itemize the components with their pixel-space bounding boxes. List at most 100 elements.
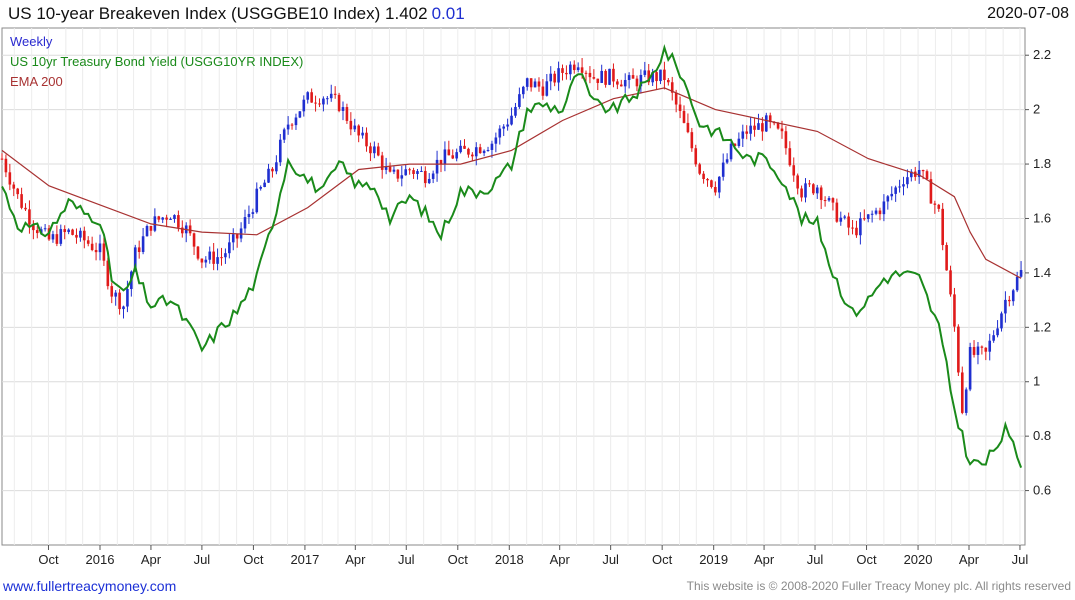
candle-body: [467, 148, 470, 155]
candle-body: [572, 64, 576, 71]
candle-body: [102, 243, 106, 261]
candle-body: [569, 64, 572, 75]
candle-body: [827, 198, 831, 201]
candle-body: [663, 69, 666, 81]
candle-body: [588, 72, 592, 78]
candle-body: [953, 294, 956, 327]
candle-body: [208, 251, 212, 260]
candle-body: [921, 169, 925, 172]
candle-body: [333, 93, 337, 95]
candle-body: [902, 184, 905, 187]
y-tick-label: 1: [1033, 374, 1040, 389]
y-tick-label: 2.2: [1033, 47, 1051, 62]
candle-body: [553, 73, 556, 83]
legend-yield: US 10yr Treasury Bond Yield (USGG10YR IN…: [10, 54, 304, 69]
candle-body: [416, 171, 419, 174]
candle-body: [855, 227, 858, 236]
candle-body: [75, 234, 78, 238]
candle-body: [322, 98, 325, 105]
candle-body: [341, 107, 345, 111]
candle-body: [557, 68, 560, 83]
candle-body: [271, 168, 274, 172]
website-link[interactable]: www.fullertreacymoney.com: [3, 578, 177, 594]
candle-body: [925, 171, 929, 180]
candle-body: [521, 86, 525, 95]
candle-body: [725, 159, 729, 163]
legend-ema: EMA 200: [10, 74, 63, 89]
candle-body: [957, 326, 960, 373]
x-tick-label: Apr: [959, 552, 980, 567]
candle-body: [86, 240, 90, 244]
candle-body: [600, 70, 603, 83]
candle-body: [996, 328, 999, 336]
x-tick-label: 2016: [86, 552, 115, 567]
candle-body: [471, 154, 474, 157]
candle-body: [126, 289, 129, 307]
candle-body: [43, 228, 47, 230]
candle-body: [623, 80, 627, 87]
candle-body: [612, 68, 615, 82]
x-tick-label: Jul: [194, 552, 211, 567]
candle-body: [714, 187, 717, 193]
candle-body: [525, 78, 529, 87]
candle-body: [32, 224, 35, 231]
candle-body: [592, 77, 596, 79]
x-tick-label: Jul: [807, 552, 824, 567]
candle-body: [518, 94, 521, 107]
candle-body: [298, 111, 302, 118]
candle-body: [792, 165, 796, 176]
candle-body: [576, 67, 580, 71]
candle-body: [949, 270, 952, 295]
candle-body: [561, 68, 564, 73]
candle-body: [282, 129, 286, 140]
candle-body: [141, 236, 145, 253]
candle-body: [910, 171, 913, 178]
candle-body: [886, 196, 890, 202]
candle-body: [737, 138, 741, 146]
candle-body: [1000, 313, 1003, 329]
candle-body: [815, 187, 819, 194]
candle-body: [427, 178, 431, 184]
candle-body: [537, 81, 541, 87]
candle-body: [404, 169, 408, 176]
candle-body: [71, 229, 74, 235]
candle-body: [224, 253, 227, 258]
candle-body: [917, 169, 921, 177]
candle-body: [94, 249, 98, 253]
candle-body: [188, 225, 192, 234]
candle-body: [424, 170, 427, 184]
candle-body: [776, 123, 780, 129]
candle-body: [882, 201, 886, 215]
candle-body: [686, 122, 690, 133]
candle-body: [20, 194, 23, 208]
candle-body: [968, 347, 972, 390]
candle-body: [455, 152, 458, 159]
candle-body: [55, 234, 59, 244]
candle-body: [627, 75, 631, 81]
candle-body: [757, 123, 760, 130]
candle-body: [667, 80, 670, 83]
candle-body: [619, 84, 623, 87]
candle-body: [337, 94, 341, 111]
candle-body: [67, 229, 70, 233]
candle-body: [529, 78, 533, 88]
candle-body: [212, 251, 215, 264]
candle-body: [133, 247, 137, 272]
candle-body: [4, 158, 8, 173]
candle-body: [349, 120, 353, 130]
candle-body: [247, 213, 251, 218]
candle-body: [710, 180, 713, 188]
candle-body: [98, 243, 102, 253]
candle-body: [106, 260, 110, 287]
candle-body: [451, 155, 455, 159]
candle-body: [870, 213, 874, 215]
candle-body: [1011, 290, 1015, 302]
candle-body: [843, 216, 847, 218]
candle-body: [412, 170, 415, 174]
candle-body: [678, 104, 682, 111]
candle-body: [235, 234, 239, 239]
candle-body: [788, 148, 792, 166]
candle-body: [745, 131, 749, 134]
candle-body: [478, 147, 482, 154]
candle-body: [353, 125, 357, 130]
